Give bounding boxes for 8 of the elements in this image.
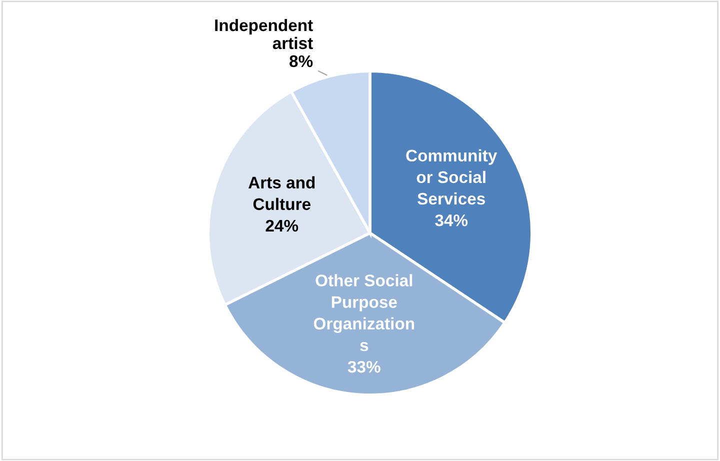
slice-label: Arts and Culture xyxy=(248,176,315,210)
data-label: 8% xyxy=(290,55,313,68)
slice-label: Independent artist xyxy=(215,18,313,50)
slice-label: Community or Social Services xyxy=(406,149,498,205)
data-label: 33% xyxy=(348,360,380,373)
data-label: 24% xyxy=(266,220,298,232)
data-label: 34% xyxy=(435,214,468,226)
slice-label: Other Social Purpose Organization s xyxy=(314,274,414,352)
